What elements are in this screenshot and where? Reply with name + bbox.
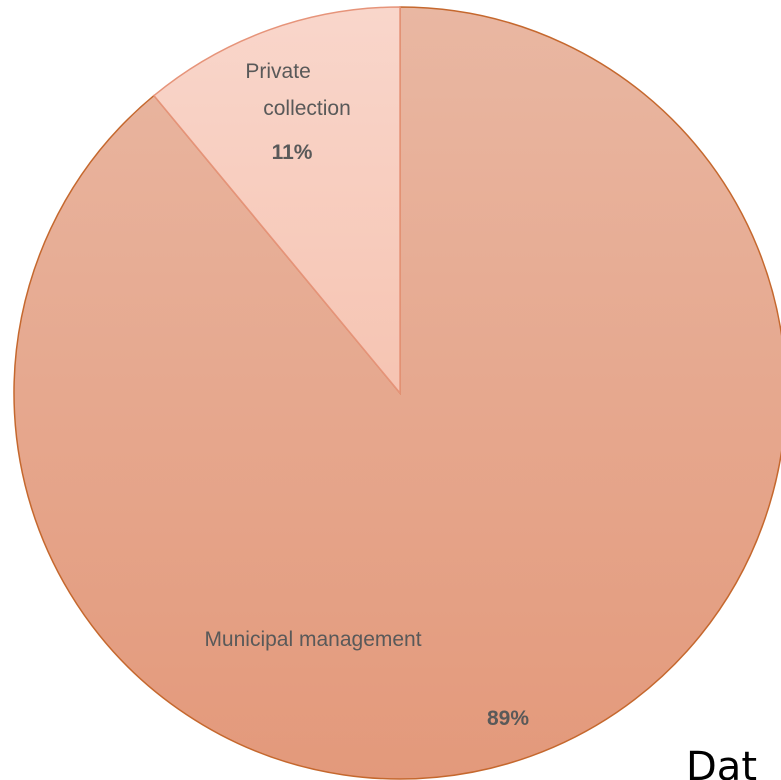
slice-percent-municipal-management: 89%	[487, 707, 529, 730]
slice-percent-private-collection: 11%	[272, 141, 313, 164]
pie-slice-private-collection	[152, 6, 401, 396]
clipped-title-text: Dat	[686, 744, 757, 780]
slice-label-private-collection: Private collection	[245, 60, 350, 120]
pie-slice-municipal-management	[13, 6, 781, 780]
slice-label-municipal-management: Municipal management	[204, 628, 421, 651]
